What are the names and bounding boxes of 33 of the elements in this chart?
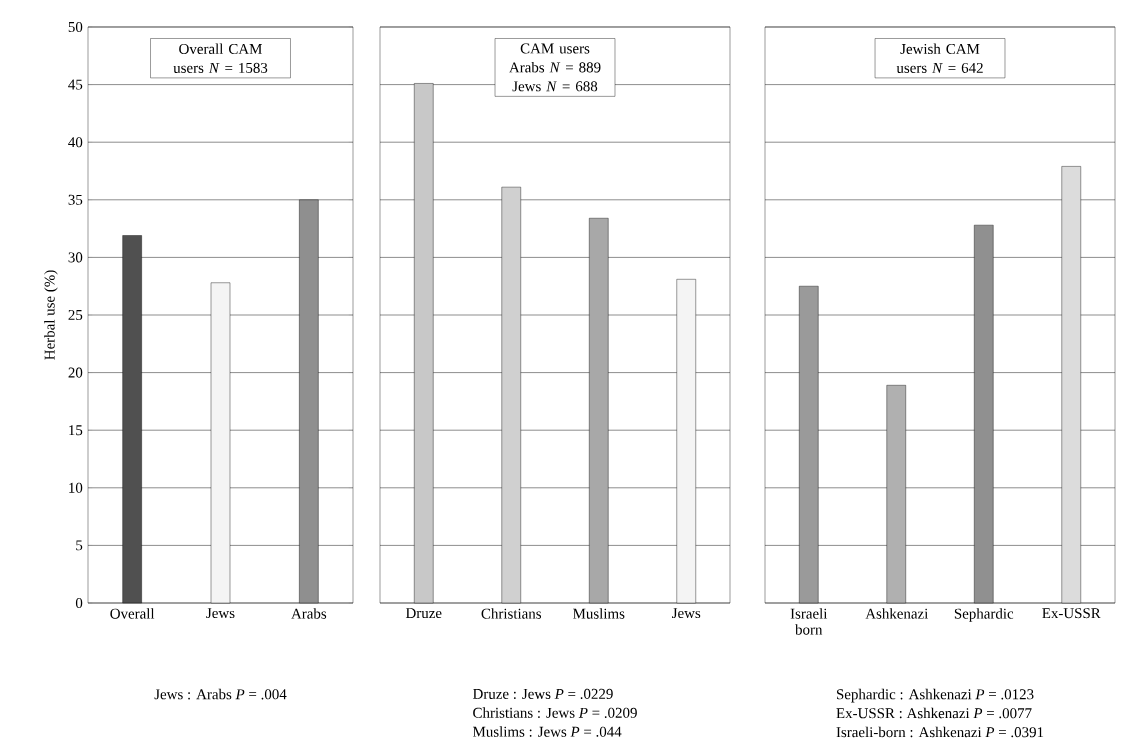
y-tick-label: 25	[68, 309, 83, 321]
text: Israeli-born : Ashkenazi P = .0391	[836, 726, 1044, 738]
y-tick-label: 20	[68, 367, 83, 378]
x-tick-label: Overall	[110, 608, 155, 619]
y-tick-label: 5	[76, 540, 83, 551]
y-tick-label: 50	[68, 21, 83, 33]
chart-title: CAM users Arabs N = 889 Jews N = 688	[509, 43, 601, 92]
y-tick-label: 15	[69, 425, 83, 436]
y-tick-label: 0	[75, 597, 83, 609]
text: Druze : Jews P = .0229	[472, 688, 613, 699]
text: Christians : Jews P = .0209	[473, 707, 637, 718]
text: Muslims : Jews P = .044	[472, 726, 622, 737]
text: Overall CAM users N = 1583	[173, 43, 268, 73]
x-tick-label: Ex-USSR	[1042, 608, 1101, 619]
text: Ex-USSR : Ashkenazi P = .0077	[836, 707, 1032, 719]
x-tick-label: Arabs	[291, 608, 327, 619]
y-tick-label: 40	[68, 137, 83, 148]
x-tick-label: Jews	[206, 608, 235, 619]
x-tick-label: Israeli born	[790, 608, 828, 635]
text: Jewish CAM users N = 642	[896, 43, 983, 73]
x-tick-label: Druze	[405, 608, 442, 619]
y-tick-label: 30	[68, 252, 83, 263]
y-tick-label: 10	[69, 482, 83, 493]
x-tick-label: Muslims	[573, 608, 625, 619]
text: Jews : Arabs P = .004	[154, 688, 287, 700]
text: Sephardic : Ashkenazi P = .0123	[836, 688, 1034, 703]
x-tick-label: Ashkenazi	[865, 608, 929, 619]
y-tick-label: 35	[68, 194, 83, 205]
x-tick-label: Christians	[481, 608, 542, 619]
x-tick-label: Sephardic	[954, 608, 1014, 622]
y-axis-title: Herbal use (%)	[44, 270, 58, 360]
y-tick-label: 45	[68, 79, 83, 90]
x-tick-label: Jews	[672, 608, 701, 619]
